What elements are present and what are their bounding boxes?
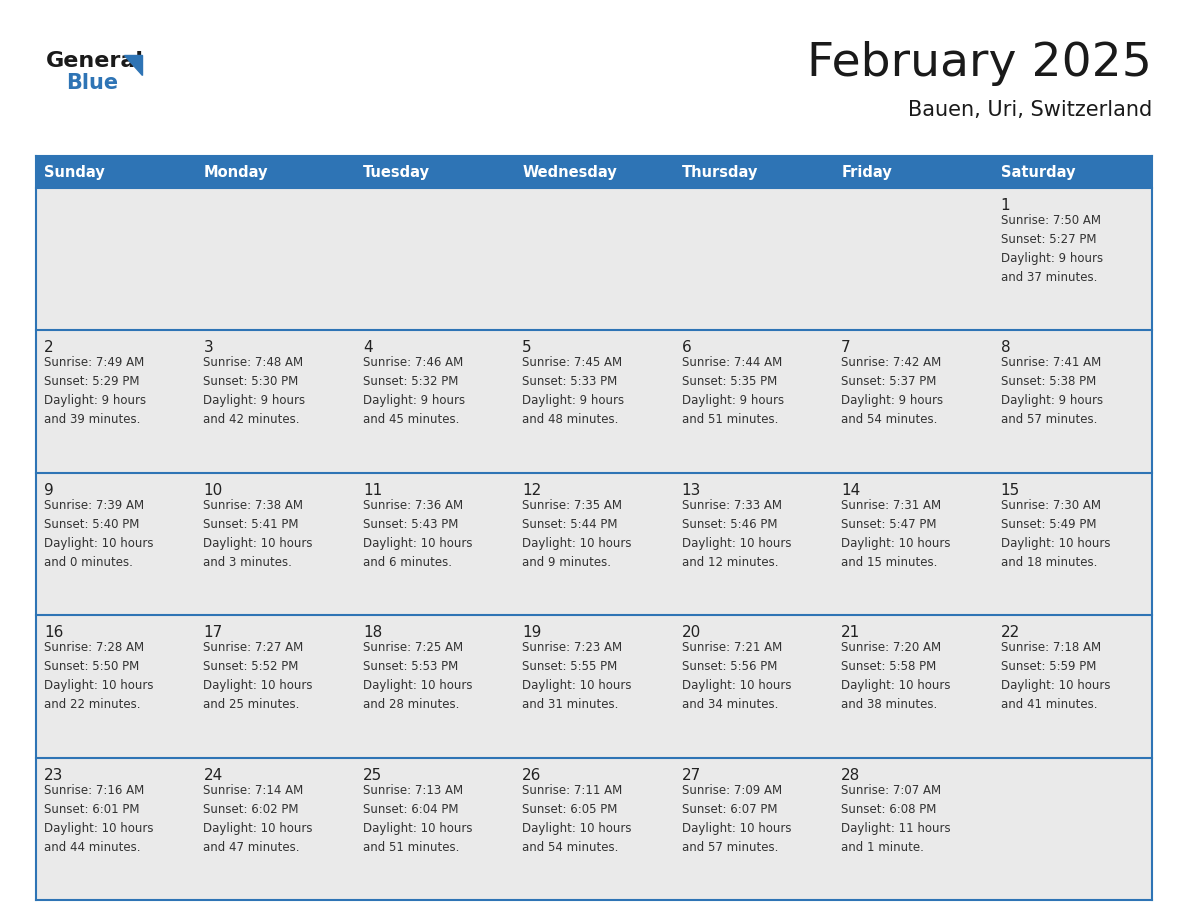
Text: 12: 12 xyxy=(523,483,542,498)
Text: Sunrise: 7:42 AM
Sunset: 5:37 PM
Daylight: 9 hours
and 54 minutes.: Sunrise: 7:42 AM Sunset: 5:37 PM Dayligh… xyxy=(841,356,943,426)
Text: Bauen, Uri, Switzerland: Bauen, Uri, Switzerland xyxy=(908,100,1152,120)
Text: Sunday: Sunday xyxy=(44,164,105,180)
Text: Sunrise: 7:36 AM
Sunset: 5:43 PM
Daylight: 10 hours
and 6 minutes.: Sunrise: 7:36 AM Sunset: 5:43 PM Dayligh… xyxy=(362,498,473,569)
Text: Monday: Monday xyxy=(203,164,268,180)
Text: Sunrise: 7:14 AM
Sunset: 6:02 PM
Daylight: 10 hours
and 47 minutes.: Sunrise: 7:14 AM Sunset: 6:02 PM Dayligh… xyxy=(203,784,312,854)
Text: 15: 15 xyxy=(1000,483,1019,498)
Bar xyxy=(36,330,1152,473)
Bar xyxy=(36,615,1152,757)
Text: 6: 6 xyxy=(682,341,691,355)
Polygon shape xyxy=(124,55,143,75)
Text: 24: 24 xyxy=(203,767,222,783)
Text: Sunrise: 7:30 AM
Sunset: 5:49 PM
Daylight: 10 hours
and 18 minutes.: Sunrise: 7:30 AM Sunset: 5:49 PM Dayligh… xyxy=(1000,498,1110,569)
Text: General: General xyxy=(46,51,144,71)
Text: 18: 18 xyxy=(362,625,383,640)
Text: Sunrise: 7:13 AM
Sunset: 6:04 PM
Daylight: 10 hours
and 51 minutes.: Sunrise: 7:13 AM Sunset: 6:04 PM Dayligh… xyxy=(362,784,473,854)
Text: Sunrise: 7:16 AM
Sunset: 6:01 PM
Daylight: 10 hours
and 44 minutes.: Sunrise: 7:16 AM Sunset: 6:01 PM Dayligh… xyxy=(44,784,153,854)
Text: 28: 28 xyxy=(841,767,860,783)
Text: February 2025: February 2025 xyxy=(807,40,1152,85)
Text: 11: 11 xyxy=(362,483,383,498)
Text: 20: 20 xyxy=(682,625,701,640)
Text: Sunrise: 7:21 AM
Sunset: 5:56 PM
Daylight: 10 hours
and 34 minutes.: Sunrise: 7:21 AM Sunset: 5:56 PM Dayligh… xyxy=(682,641,791,711)
Text: 4: 4 xyxy=(362,341,373,355)
Text: Wednesday: Wednesday xyxy=(523,164,617,180)
Text: Sunrise: 7:45 AM
Sunset: 5:33 PM
Daylight: 9 hours
and 48 minutes.: Sunrise: 7:45 AM Sunset: 5:33 PM Dayligh… xyxy=(523,356,625,426)
Text: 27: 27 xyxy=(682,767,701,783)
Text: Sunrise: 7:35 AM
Sunset: 5:44 PM
Daylight: 10 hours
and 9 minutes.: Sunrise: 7:35 AM Sunset: 5:44 PM Dayligh… xyxy=(523,498,632,569)
Text: 26: 26 xyxy=(523,767,542,783)
Text: 22: 22 xyxy=(1000,625,1019,640)
Text: Sunrise: 7:28 AM
Sunset: 5:50 PM
Daylight: 10 hours
and 22 minutes.: Sunrise: 7:28 AM Sunset: 5:50 PM Dayligh… xyxy=(44,641,153,711)
Bar xyxy=(36,473,1152,615)
Text: 1: 1 xyxy=(1000,198,1010,213)
Text: 23: 23 xyxy=(44,767,63,783)
Text: 13: 13 xyxy=(682,483,701,498)
Text: Sunrise: 7:11 AM
Sunset: 6:05 PM
Daylight: 10 hours
and 54 minutes.: Sunrise: 7:11 AM Sunset: 6:05 PM Dayligh… xyxy=(523,784,632,854)
Text: Sunrise: 7:39 AM
Sunset: 5:40 PM
Daylight: 10 hours
and 0 minutes.: Sunrise: 7:39 AM Sunset: 5:40 PM Dayligh… xyxy=(44,498,153,569)
Text: Sunrise: 7:38 AM
Sunset: 5:41 PM
Daylight: 10 hours
and 3 minutes.: Sunrise: 7:38 AM Sunset: 5:41 PM Dayligh… xyxy=(203,498,312,569)
Text: 25: 25 xyxy=(362,767,383,783)
Text: Sunrise: 7:46 AM
Sunset: 5:32 PM
Daylight: 9 hours
and 45 minutes.: Sunrise: 7:46 AM Sunset: 5:32 PM Dayligh… xyxy=(362,356,465,426)
Text: Sunrise: 7:09 AM
Sunset: 6:07 PM
Daylight: 10 hours
and 57 minutes.: Sunrise: 7:09 AM Sunset: 6:07 PM Dayligh… xyxy=(682,784,791,854)
Text: Sunrise: 7:07 AM
Sunset: 6:08 PM
Daylight: 11 hours
and 1 minute.: Sunrise: 7:07 AM Sunset: 6:08 PM Dayligh… xyxy=(841,784,950,854)
Text: 14: 14 xyxy=(841,483,860,498)
Text: 8: 8 xyxy=(1000,341,1010,355)
Text: Sunrise: 7:49 AM
Sunset: 5:29 PM
Daylight: 9 hours
and 39 minutes.: Sunrise: 7:49 AM Sunset: 5:29 PM Dayligh… xyxy=(44,356,146,426)
Text: Sunrise: 7:48 AM
Sunset: 5:30 PM
Daylight: 9 hours
and 42 minutes.: Sunrise: 7:48 AM Sunset: 5:30 PM Dayligh… xyxy=(203,356,305,426)
Text: 9: 9 xyxy=(44,483,53,498)
Text: Thursday: Thursday xyxy=(682,164,758,180)
Text: 7: 7 xyxy=(841,341,851,355)
Text: 17: 17 xyxy=(203,625,222,640)
Text: Sunrise: 7:20 AM
Sunset: 5:58 PM
Daylight: 10 hours
and 38 minutes.: Sunrise: 7:20 AM Sunset: 5:58 PM Dayligh… xyxy=(841,641,950,711)
Text: Sunrise: 7:23 AM
Sunset: 5:55 PM
Daylight: 10 hours
and 31 minutes.: Sunrise: 7:23 AM Sunset: 5:55 PM Dayligh… xyxy=(523,641,632,711)
Text: 2: 2 xyxy=(44,341,53,355)
Text: Blue: Blue xyxy=(67,73,118,93)
Text: Sunrise: 7:44 AM
Sunset: 5:35 PM
Daylight: 9 hours
and 51 minutes.: Sunrise: 7:44 AM Sunset: 5:35 PM Dayligh… xyxy=(682,356,784,426)
Text: 16: 16 xyxy=(44,625,63,640)
Text: Sunrise: 7:18 AM
Sunset: 5:59 PM
Daylight: 10 hours
and 41 minutes.: Sunrise: 7:18 AM Sunset: 5:59 PM Dayligh… xyxy=(1000,641,1110,711)
Text: 19: 19 xyxy=(523,625,542,640)
Text: Friday: Friday xyxy=(841,164,892,180)
Bar xyxy=(36,757,1152,900)
Text: 10: 10 xyxy=(203,483,222,498)
Text: Sunrise: 7:27 AM
Sunset: 5:52 PM
Daylight: 10 hours
and 25 minutes.: Sunrise: 7:27 AM Sunset: 5:52 PM Dayligh… xyxy=(203,641,312,711)
Text: 5: 5 xyxy=(523,341,532,355)
Text: Sunrise: 7:33 AM
Sunset: 5:46 PM
Daylight: 10 hours
and 12 minutes.: Sunrise: 7:33 AM Sunset: 5:46 PM Dayligh… xyxy=(682,498,791,569)
Text: Sunrise: 7:50 AM
Sunset: 5:27 PM
Daylight: 9 hours
and 37 minutes.: Sunrise: 7:50 AM Sunset: 5:27 PM Dayligh… xyxy=(1000,214,1102,284)
Text: Sunrise: 7:41 AM
Sunset: 5:38 PM
Daylight: 9 hours
and 57 minutes.: Sunrise: 7:41 AM Sunset: 5:38 PM Dayligh… xyxy=(1000,356,1102,426)
Text: 3: 3 xyxy=(203,341,213,355)
Text: Tuesday: Tuesday xyxy=(362,164,430,180)
Text: Sunrise: 7:31 AM
Sunset: 5:47 PM
Daylight: 10 hours
and 15 minutes.: Sunrise: 7:31 AM Sunset: 5:47 PM Dayligh… xyxy=(841,498,950,569)
Text: 21: 21 xyxy=(841,625,860,640)
Bar xyxy=(36,156,1152,188)
Text: Saturday: Saturday xyxy=(1000,164,1075,180)
Bar xyxy=(36,188,1152,330)
Text: Sunrise: 7:25 AM
Sunset: 5:53 PM
Daylight: 10 hours
and 28 minutes.: Sunrise: 7:25 AM Sunset: 5:53 PM Dayligh… xyxy=(362,641,473,711)
